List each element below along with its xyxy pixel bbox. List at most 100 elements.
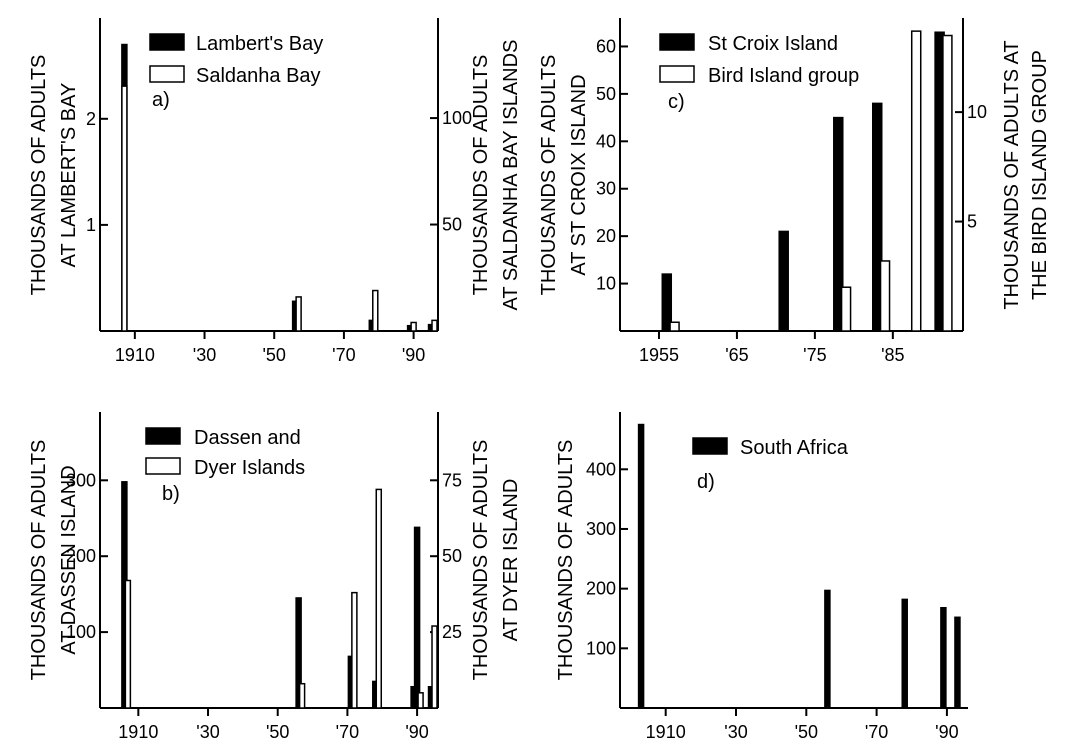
bar [778, 230, 789, 332]
panel-label: a) [152, 89, 170, 111]
left-tick-label: 200 [586, 579, 616, 599]
right-tick-label: 25 [442, 622, 462, 642]
right-axis-label: THOUSANDS OF ADULTS [470, 55, 492, 296]
right-axis-label: AT SALDANHA BAY ISLANDS [500, 40, 522, 311]
legend-swatch [692, 437, 728, 455]
bar [431, 625, 438, 709]
left-axis-label: THOUSANDS OF ADULTS [28, 440, 50, 681]
left-tick-label: 60 [596, 36, 616, 56]
legend-swatch [149, 65, 185, 83]
legend-label: Bird Island group [708, 65, 859, 87]
x-tick-label: 1955 [639, 345, 679, 365]
left-axis-label: THOUSANDS OF ADULTS [28, 55, 50, 296]
legend-label: South Africa [740, 437, 849, 459]
left-tick-label: 1 [86, 215, 96, 235]
right-tick-label: 10 [967, 102, 987, 122]
x-tick-label: 1910 [118, 722, 158, 742]
x-tick-label: '90 [402, 345, 425, 365]
x-tick-label: '75 [803, 345, 826, 365]
legend-label: Saldanha Bay [196, 65, 321, 87]
legend-swatch [149, 33, 185, 51]
bar [872, 102, 883, 332]
x-tick-label: '30 [724, 722, 747, 742]
bar [295, 296, 302, 332]
right-tick-label: 100 [442, 108, 472, 128]
bar [824, 589, 831, 709]
bar [637, 423, 645, 709]
left-tick-label: 20 [596, 226, 616, 246]
legend-swatch [659, 65, 695, 83]
bar [669, 321, 680, 332]
left-tick-label: 300 [586, 519, 616, 539]
left-tick-label: 40 [596, 131, 616, 151]
left-tick-label: 200 [66, 546, 96, 566]
x-tick-label: 1910 [646, 722, 686, 742]
left-axis-label: AT LAMBERT'S BAY [58, 83, 80, 268]
legend-label: St Croix Island [708, 33, 838, 55]
x-tick-label: '50 [262, 345, 285, 365]
left-axis-label: THOUSANDS OF ADULTS [555, 440, 577, 681]
left-axis-label: AT ST CROIX ISLAND [568, 74, 590, 275]
panel-label: c) [668, 91, 685, 113]
bar [121, 85, 128, 332]
x-tick-label: '90 [935, 722, 958, 742]
bar [833, 116, 844, 332]
left-tick-label: 100 [586, 638, 616, 658]
bar [295, 597, 302, 709]
bar [661, 273, 673, 332]
bar [901, 598, 908, 709]
panel-label: b) [162, 483, 180, 505]
left-tick-label: 100 [66, 622, 96, 642]
bar [375, 488, 383, 709]
bar [879, 260, 891, 332]
right-axis-label: THOUSANDS OF ADULTS [470, 440, 492, 681]
legend-swatch [145, 457, 181, 475]
bar [124, 579, 132, 709]
x-tick-label: '70 [865, 722, 888, 742]
bar [431, 319, 438, 332]
bar [417, 692, 424, 709]
left-axis-label: AT DASSEN ISLAND [58, 465, 80, 654]
right-axis-label: THOUSANDS OF ADULTS AT [1001, 40, 1023, 309]
left-tick-label: 400 [586, 459, 616, 479]
left-axis-label: THOUSANDS OF ADULTS [538, 55, 560, 296]
right-tick-label: 50 [442, 546, 462, 566]
chart-panel-4: 1910 '30 '50 '70 '90 100 200 300 400 THOUSANDS OF… [555, 412, 968, 742]
chart-panel-2: 1910 '30 '50 '70 '90 100 200 300 25 50 75 THOUSANDS… [28, 412, 522, 742]
left-tick-label: 10 [596, 274, 616, 294]
right-axis-label: THE BIRD ISLAND GROUP [1029, 50, 1051, 300]
x-tick-label: '90 [405, 722, 428, 742]
right-tick-label: 75 [442, 470, 462, 490]
legend-swatch [145, 427, 181, 445]
bar [942, 34, 953, 332]
bar [410, 321, 417, 332]
right-axis-label: AT DYER ISLAND [500, 479, 522, 642]
x-tick-label: '30 [196, 722, 219, 742]
bar [940, 606, 947, 709]
left-tick-label: 30 [596, 179, 616, 199]
bar [372, 289, 379, 332]
bar [298, 682, 306, 709]
left-tick-label: 300 [66, 470, 96, 490]
bar [910, 30, 922, 332]
legend-label: Dassen and [194, 427, 301, 449]
x-tick-label: '65 [725, 345, 748, 365]
legend-label: Lambert's Bay [196, 33, 323, 55]
panel-label: d) [697, 471, 715, 493]
x-tick-label: '85 [881, 345, 904, 365]
x-tick-label: '70 [336, 722, 359, 742]
left-tick-label: 2 [86, 109, 96, 129]
bar [351, 591, 358, 709]
legend-label: Dyer Islands [194, 457, 305, 479]
x-tick-label: 1910 [115, 345, 155, 365]
right-tick-label: 50 [442, 215, 462, 235]
chart-panel-3: 1955 '65 '75 '85 10 20 30 40 50 60 5 10 THOUSANDS OF… [538, 18, 1051, 365]
bar [954, 616, 961, 709]
bar [840, 286, 852, 332]
bar [413, 526, 421, 709]
left-tick-label: 50 [596, 84, 616, 104]
x-tick-label: '30 [193, 345, 216, 365]
x-tick-label: '50 [266, 722, 289, 742]
